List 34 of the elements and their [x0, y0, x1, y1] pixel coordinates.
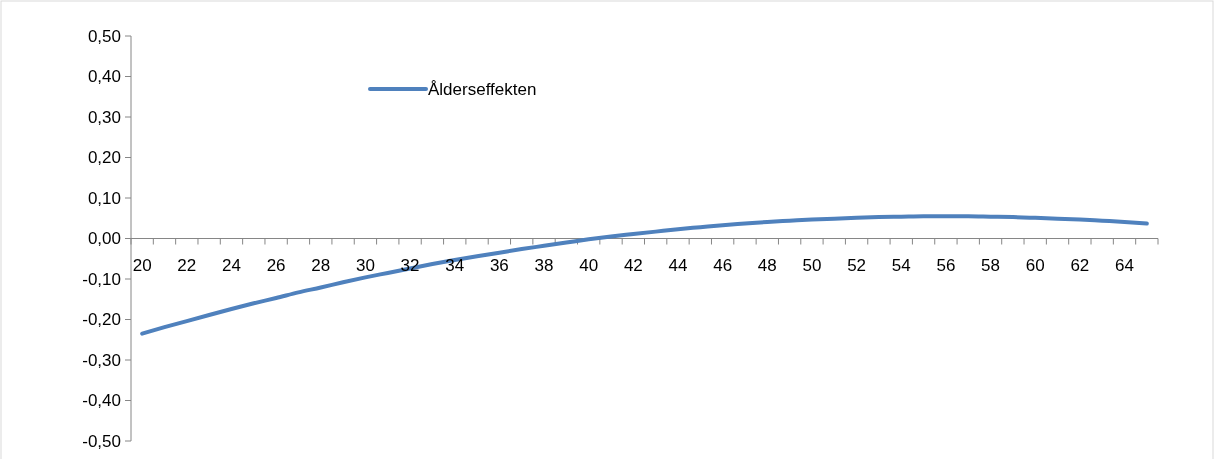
- x-tick-label: 58: [981, 255, 1001, 275]
- x-tick-label: 56: [936, 255, 956, 275]
- x-tick-label: 24: [222, 255, 241, 275]
- y-tick-label: 0,00: [87, 229, 121, 249]
- y-tick-label: 0,20: [87, 148, 121, 168]
- x-tick-label: 46: [713, 255, 733, 275]
- x-tick-label: 52: [847, 255, 867, 275]
- y-tick-label: 0,10: [87, 188, 121, 208]
- x-tick-label: 22: [177, 255, 197, 275]
- x-tick-label: 50: [802, 255, 822, 275]
- y-tick-label: 0,30: [87, 107, 121, 127]
- x-tick-label: 64: [1115, 255, 1134, 275]
- x-tick-label: 48: [757, 255, 777, 275]
- x-tick-label: 40: [579, 255, 599, 275]
- x-tick-label: 30: [355, 255, 375, 275]
- x-tick-label: 60: [1025, 255, 1045, 275]
- y-tick-label: -0,10: [82, 269, 121, 289]
- x-tick-label: 36: [489, 255, 509, 275]
- x-tick-label: 20: [132, 255, 152, 275]
- y-tick-label: -0,50: [82, 431, 121, 451]
- x-tick-label: 26: [266, 255, 286, 275]
- x-tick-label: 62: [1070, 255, 1090, 275]
- y-tick-label: 0,40: [87, 67, 121, 87]
- x-tick-label: 34: [445, 255, 465, 275]
- y-tick-label: 0,50: [87, 26, 121, 46]
- x-tick-label: 28: [311, 255, 331, 275]
- y-tick-label: -0,20: [82, 310, 121, 330]
- y-tick-label: -0,30: [82, 350, 121, 370]
- y-tick-label: -0,40: [82, 391, 121, 411]
- legend-label: Ålderseffekten: [428, 79, 537, 99]
- x-tick-label: 42: [623, 255, 643, 275]
- x-tick-label: 54: [891, 255, 911, 275]
- x-tick-label: 38: [534, 255, 554, 275]
- x-tick-label: 44: [668, 255, 688, 275]
